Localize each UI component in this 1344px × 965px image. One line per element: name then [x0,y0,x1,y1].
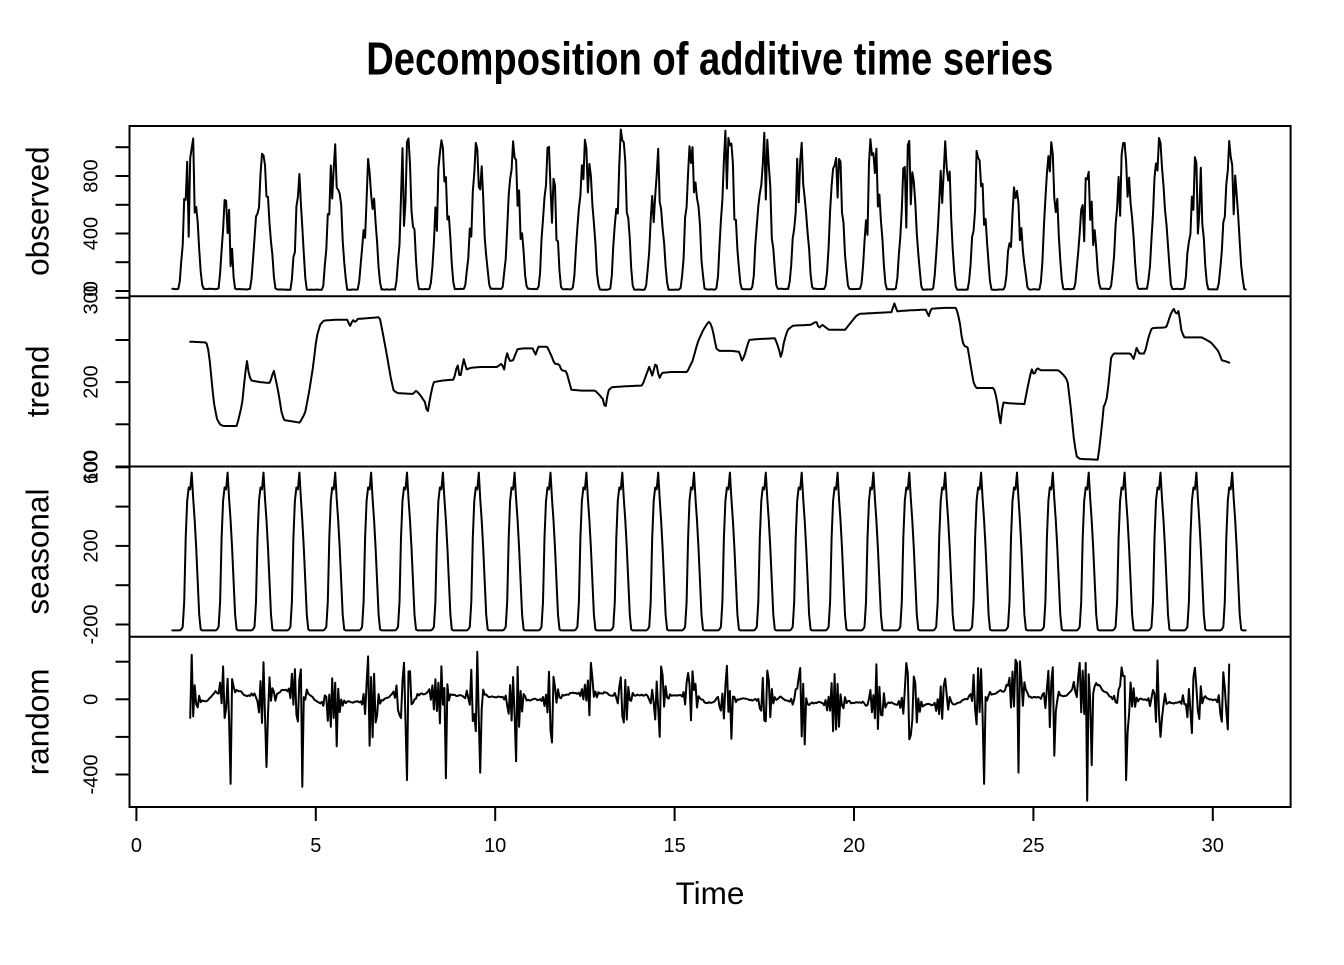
svg-text:15: 15 [663,835,685,857]
svg-text:400: 400 [81,217,103,250]
svg-text:30: 30 [1202,835,1224,857]
svg-text:200: 200 [81,529,103,562]
svg-text:25: 25 [1022,835,1044,857]
svg-text:0: 0 [81,285,103,296]
svg-text:10: 10 [484,835,506,857]
svg-text:observed: observed [20,146,56,276]
svg-text:100: 100 [81,450,103,483]
svg-text:800: 800 [81,159,103,192]
svg-text:5: 5 [310,835,321,857]
svg-text:0: 0 [131,835,142,857]
svg-text:20: 20 [843,835,865,857]
svg-text:200: 200 [81,365,103,398]
svg-text:600: 600 [81,451,103,484]
svg-text:random: random [20,668,56,775]
svg-text:300: 300 [81,281,103,314]
svg-text:trend: trend [20,345,56,417]
svg-text:Decomposition of additive time: Decomposition of additive time series [366,33,1053,85]
svg-text:Time: Time [676,875,745,911]
svg-text:-400: -400 [81,754,103,794]
svg-text:0: 0 [81,694,103,705]
svg-text:seasonal: seasonal [20,489,56,615]
svg-text:-200: -200 [81,604,103,644]
